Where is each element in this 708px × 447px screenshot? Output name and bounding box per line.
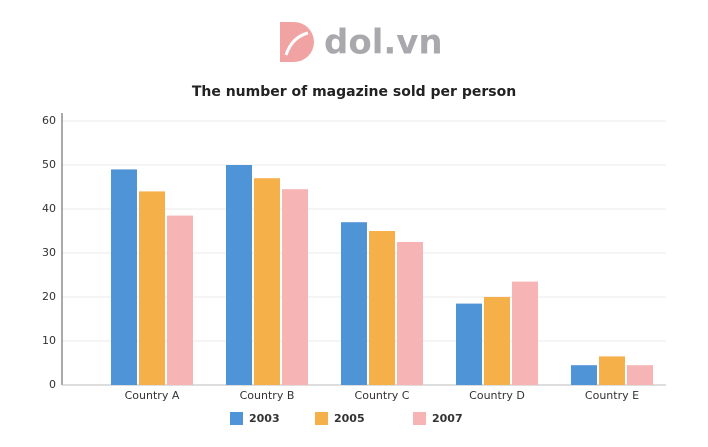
y-tick-label: 60 [42, 114, 56, 127]
bar [512, 281, 538, 385]
x-tick-label: Country A [125, 389, 180, 402]
bar [341, 222, 367, 385]
logo-stroke [284, 31, 309, 56]
legend-swatch [315, 412, 328, 425]
x-tick-label: Country D [469, 389, 525, 402]
chart-title: The number of magazine sold per person [192, 84, 516, 100]
x-tick-label: Country C [355, 389, 410, 402]
logo-text: dol.vn [324, 23, 443, 63]
bar [369, 231, 395, 385]
y-tick-label: 40 [42, 202, 56, 215]
bar [599, 356, 625, 385]
y-tick-label: 20 [42, 290, 56, 303]
x-tick-label: Country E [585, 389, 639, 402]
bar [571, 365, 597, 385]
bar [484, 297, 510, 385]
x-tick-label: Country B [240, 389, 295, 402]
logo: dol.vn [280, 22, 443, 63]
legend-label: 2007 [432, 412, 463, 425]
bar [282, 189, 308, 385]
bar [627, 365, 653, 385]
bar [456, 303, 482, 385]
legend-label: 2005 [334, 412, 365, 425]
y-tick-label: 10 [42, 334, 56, 347]
bar [254, 178, 280, 385]
y-tick-label: 50 [42, 158, 56, 171]
legend-label: 2003 [249, 412, 280, 425]
bar [111, 169, 137, 385]
bar [226, 165, 252, 385]
bar [167, 215, 193, 385]
y-tick-label: 0 [49, 378, 56, 391]
y-tick-label: 30 [42, 246, 56, 259]
bar [397, 242, 423, 385]
legend-swatch [413, 412, 426, 425]
bar [139, 191, 165, 385]
logo-icon [280, 22, 314, 62]
legend-swatch [230, 412, 243, 425]
